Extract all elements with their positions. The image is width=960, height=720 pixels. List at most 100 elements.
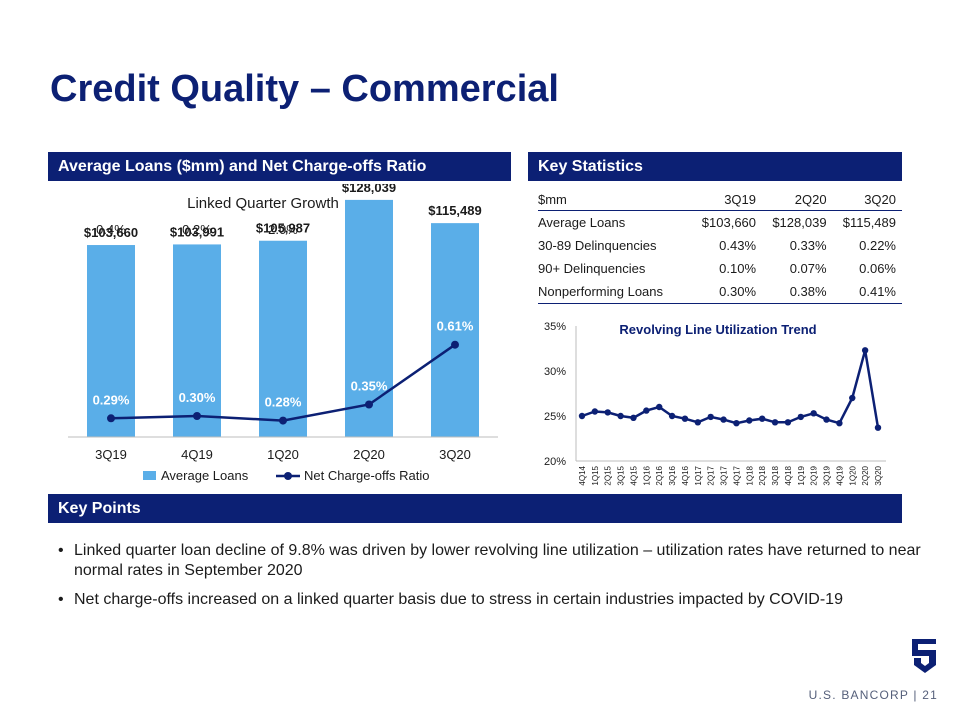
legend-swatch-average-loans <box>143 471 156 480</box>
col-header: 2Q20 <box>762 189 833 211</box>
growth-value: 2.0% <box>268 222 298 237</box>
table-cell: $103,660 <box>701 215 757 230</box>
x-tick-label: 1Q16 <box>642 465 651 485</box>
table-cell: $115,489 <box>842 215 896 230</box>
x-tick-label: 2Q18 <box>758 465 767 485</box>
x-tick-label: 2Q19 <box>810 465 819 485</box>
chargeoff-point <box>107 414 115 423</box>
x-tick-label: 1Q19 <box>797 465 806 485</box>
growth-title: Linked Quarter Growth <box>187 195 339 212</box>
loan-bar <box>173 244 221 437</box>
growth-value: 0.2% <box>182 222 212 237</box>
table-row: 90+ Delinquencies 0.10% 0.07% 0.06% <box>538 257 902 280</box>
y-tick-label: 30% <box>544 366 566 378</box>
x-tick-label: 2Q17 <box>707 465 716 485</box>
table-row: 30-89 Delinquencies 0.43% 0.33% 0.22% <box>538 234 902 257</box>
utilization-point <box>668 412 676 420</box>
table-cell: 0.22% <box>859 238 896 253</box>
utilization-point <box>733 420 740 427</box>
table-cell: $128,039 <box>772 215 827 230</box>
utilization-point <box>694 419 702 426</box>
us-bank-shield-icon <box>912 639 936 673</box>
col-header: 3Q20 <box>832 189 902 211</box>
loan-bar <box>87 245 135 437</box>
y-tick-label: 20% <box>544 456 566 468</box>
loan-bar <box>431 223 479 437</box>
utilization-point <box>681 415 689 422</box>
utilization-line <box>581 349 880 428</box>
x-tick-label: 1Q17 <box>694 465 703 485</box>
table-cell: 0.43% <box>719 238 757 253</box>
row-label: 90+ Delinquencies <box>538 261 646 276</box>
chargeoff-data-label: 0.28% <box>265 395 302 410</box>
utilization-point <box>823 416 830 423</box>
x-tick-label: 3Q20 <box>439 447 471 462</box>
utilization-point <box>784 419 792 426</box>
section-header-loans: Average Loans ($mm) and Net Charge-offs … <box>48 152 511 181</box>
key-point-text: Linked quarter loan decline of 9.8% was … <box>74 542 921 579</box>
x-tick-label: 1Q20 <box>267 447 299 462</box>
utilization-point <box>720 416 727 423</box>
bullet-icon: • <box>58 591 64 608</box>
x-tick-label: 3Q17 <box>720 465 729 485</box>
utilization-point <box>874 424 882 431</box>
utilization-point <box>849 394 856 402</box>
x-tick-label: 4Q18 <box>784 465 793 485</box>
x-tick-label: 4Q16 <box>681 465 690 485</box>
key-statistics-table: $mm 3Q19 2Q20 3Q20 Average Loans $103,66… <box>538 189 902 304</box>
key-points-list: • Linked quarter loan decline of 9.8% was… <box>58 541 928 619</box>
x-tick-label: 2Q20 <box>353 447 385 462</box>
page-title: Credit Quality – Commercial <box>50 68 559 110</box>
row-label: Average Loans <box>538 215 626 230</box>
bar-data-label: $105,987 <box>256 221 310 236</box>
x-tick-label: 1Q18 <box>745 465 754 485</box>
table-cell: 0.30% <box>691 280 763 304</box>
utilization-point <box>746 417 753 424</box>
page-footer: U.S. BANCORP | 21 <box>808 688 938 702</box>
x-tick-label: 2Q16 <box>655 465 664 485</box>
growth-value: 0.4% <box>96 222 126 237</box>
x-tick-label: 2Q15 <box>604 465 613 485</box>
loan-bar <box>259 240 307 437</box>
utilization-point <box>797 413 804 421</box>
x-tick-label: 2Q20 <box>861 465 870 485</box>
chargeoff-data-label: 0.29% <box>93 392 130 407</box>
x-tick-label: 3Q16 <box>668 465 677 485</box>
x-tick-label: 3Q15 <box>617 465 626 485</box>
bar-data-label: $128,039 <box>342 184 396 195</box>
row-label: Nonperforming Loans <box>538 280 692 304</box>
utilization-point <box>836 420 843 427</box>
legend-label: Average Loans <box>161 468 249 483</box>
loans-chargeoffs-chart: Linked Quarter Growth 0.4%0.2%2.0%20.8%(… <box>68 184 498 483</box>
x-tick-label: 4Q15 <box>629 465 638 485</box>
x-tick-label: 3Q19 <box>95 447 127 462</box>
utilization-point <box>861 347 869 354</box>
utilization-point <box>707 413 714 421</box>
utilization-point <box>758 415 766 422</box>
utilization-point <box>810 410 817 417</box>
chargeoff-point <box>279 416 287 425</box>
table-cell: 0.10% <box>719 261 757 276</box>
table-cell: 0.07% <box>789 261 827 276</box>
utilization-point <box>604 409 611 416</box>
bar-data-label: $103,660 <box>84 225 138 240</box>
bar-data-label: $103,991 <box>170 224 224 239</box>
y-tick-label: 35% <box>544 321 566 333</box>
x-tick-label: 3Q20 <box>874 465 883 485</box>
section-header-key-statistics: Key Statistics <box>528 152 902 181</box>
legend-label: Net Charge-offs Ratio <box>304 468 430 483</box>
bullet-icon: • <box>58 542 64 559</box>
table-row: Average Loans $103,660 $128,039 $115,489 <box>538 211 902 235</box>
key-point-text: Net charge-offs increased on a linked qu… <box>74 591 843 608</box>
table-cell: 0.38% <box>762 280 833 304</box>
utilization-point <box>643 407 650 414</box>
x-tick-label: 1Q20 <box>848 465 857 485</box>
utilization-point <box>591 408 599 415</box>
utilization-point <box>630 414 637 421</box>
x-tick-label: 4Q19 <box>181 447 213 462</box>
section-header-key-points: Key Points <box>48 494 902 523</box>
utilization-point <box>578 412 586 420</box>
legend-marker <box>284 472 292 480</box>
chargeoff-point <box>451 340 459 349</box>
table-row: Nonperforming Loans 0.30% 0.38% 0.41% <box>538 280 902 304</box>
